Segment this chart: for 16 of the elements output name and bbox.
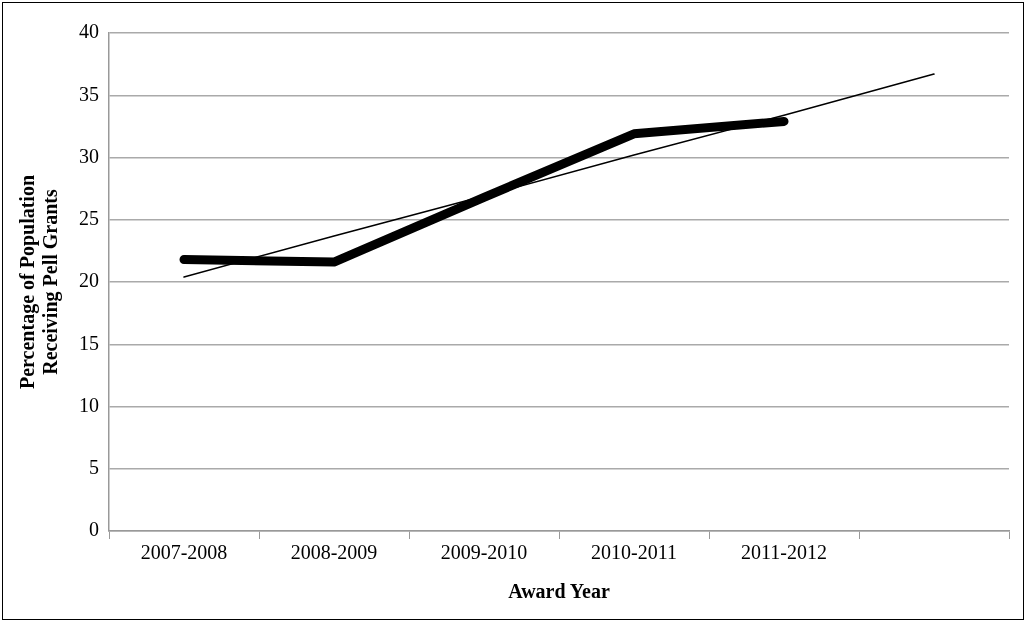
y-tick-label: 40 <box>79 20 99 43</box>
y-tick-label: 0 <box>89 518 99 541</box>
x-tick-label: 2011-2012 <box>741 541 827 564</box>
y-tick-label: 15 <box>79 331 99 354</box>
y-tick-label: 20 <box>79 269 99 292</box>
y-tick-label: 5 <box>89 456 99 478</box>
x-tick-label: 2010-2011 <box>591 541 677 564</box>
y-tick-label: 25 <box>79 207 99 229</box>
y-tick-label: 30 <box>79 144 99 167</box>
y-tick-label: 10 <box>79 393 99 416</box>
x-tick-label: 2009-2010 <box>440 541 528 564</box>
y-axis-title: Percentage of Population Receiving Pell Grants <box>15 174 62 390</box>
y-tick-label: 35 <box>79 82 99 105</box>
x-axis-title: Award Year <box>508 580 610 603</box>
x-tick-label: 2008-2009 <box>290 541 378 564</box>
x-tick-label: 2007-2008 <box>140 541 228 564</box>
